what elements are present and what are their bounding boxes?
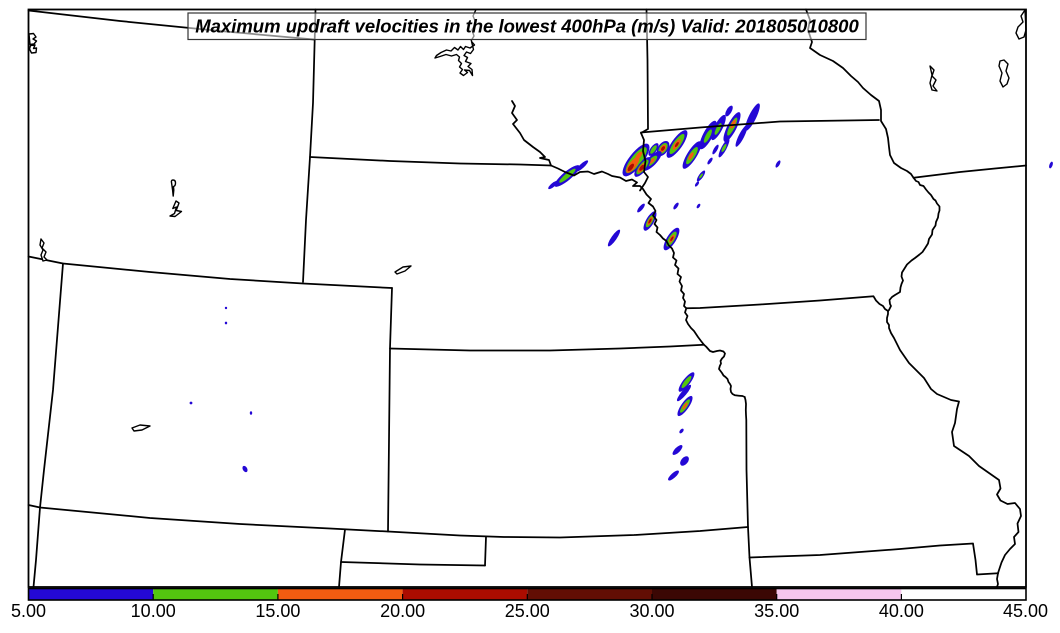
svg-text:Maximum updraft velocities in: Maximum updraft velocities in the lowest… xyxy=(195,16,859,37)
svg-text:45.00: 45.00 xyxy=(1003,601,1048,621)
svg-text:5.00: 5.00 xyxy=(11,601,46,621)
svg-text:25.00: 25.00 xyxy=(505,601,550,621)
svg-text:30.00: 30.00 xyxy=(629,601,674,621)
svg-text:15.00: 15.00 xyxy=(255,601,300,621)
svg-text:10.00: 10.00 xyxy=(131,601,176,621)
svg-text:20.00: 20.00 xyxy=(380,601,425,621)
svg-text:35.00: 35.00 xyxy=(754,601,799,621)
svg-text:40.00: 40.00 xyxy=(879,601,924,621)
